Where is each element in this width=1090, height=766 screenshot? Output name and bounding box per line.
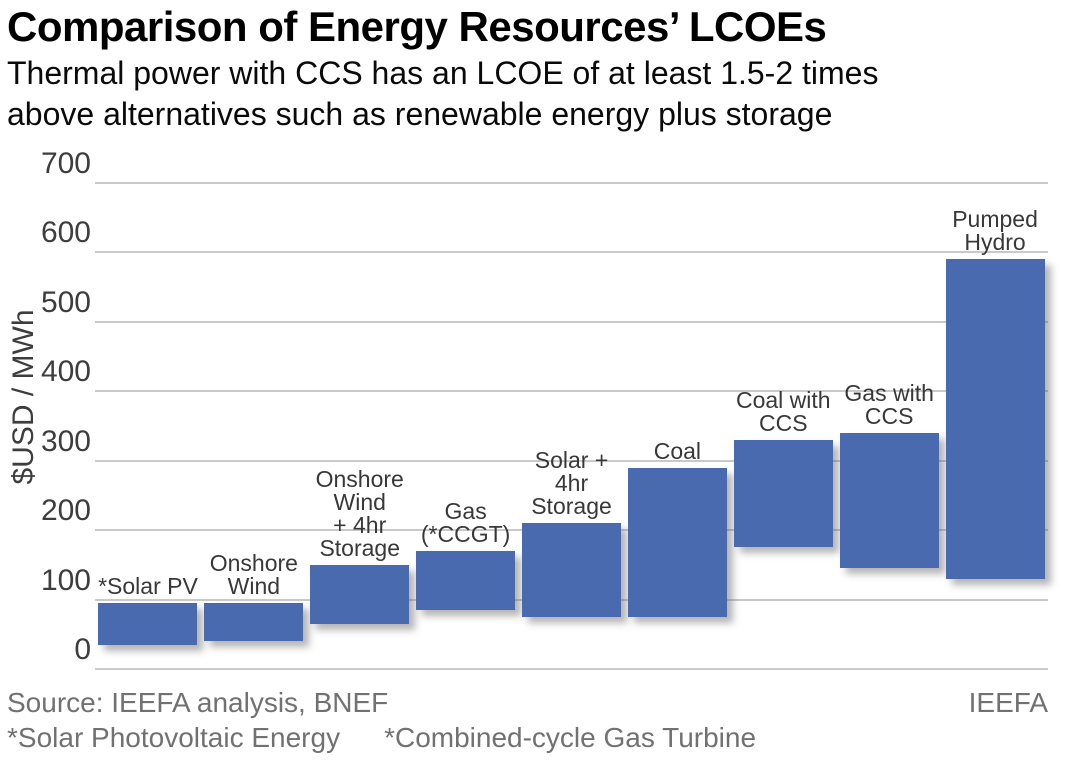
bar-label-line: Gas with [844, 379, 934, 406]
bar-label-line: Storage [319, 534, 400, 561]
bar-label-onshore-wind: Onshore Wind [174, 552, 334, 598]
footer-footnotes-row: *Solar Photovoltaic Energy *Combined-cyc… [7, 723, 1082, 753]
bar-label-line: + 4hr [333, 511, 387, 538]
bar-gas-ccgt [416, 550, 516, 610]
y-tick-label-0: 0 [74, 633, 91, 666]
gridline-700 [95, 182, 1048, 184]
y-tick-label-700: 700 [40, 147, 91, 180]
bar-label-line: (*CCGT) [420, 520, 511, 547]
bar-label-gas-ccgt: Gas (*CCGT) [386, 497, 546, 547]
bar-label-line: Onshore [315, 465, 404, 492]
bar-onshore-wind-4hr-storage [310, 564, 410, 624]
gridline-300 [95, 459, 1048, 462]
bar-onshore-wind [204, 603, 304, 642]
bar-pumped-hydro [945, 259, 1045, 579]
bar-label-gas-with-ccs: Gas with CCS [809, 379, 969, 429]
bar-label-line: *Solar PV [98, 573, 198, 600]
chart-title: Comparison of Energy Resources’ LCOEs [7, 3, 827, 50]
bar-coal-with-ccs [733, 439, 833, 548]
bar-label-line: Coal with [735, 386, 831, 413]
y-tick-label-100: 100 [40, 563, 91, 597]
bar-coal [627, 467, 727, 617]
bar-label-line: Wind [333, 488, 386, 515]
bar-label-line: CCS [864, 402, 914, 429]
gridline-400 [95, 390, 1048, 393]
bar-label-line: Hydro [964, 229, 1026, 256]
footer-source-row: Source: IEEFA analysis, BNEF IEEFA [7, 688, 1048, 718]
bar-label-line: Gas [444, 497, 487, 524]
bar-label-line: Onshore [209, 550, 298, 577]
bar-label-solar-pv: *Solar PV [68, 575, 228, 598]
bar-solar-4hr-storage [522, 523, 621, 617]
bar-label-coal-with-ccs: Coal with CCS [703, 386, 863, 436]
bar-label-onshore-wind-4hr-storage: Onshore Wind + 4hr Storage [280, 465, 440, 561]
gridline-0 [95, 668, 1048, 670]
bar-label-line: Wind [227, 573, 281, 600]
chart-subtitle-line-1: Thermal power with CCS has an LCOE of at… [7, 55, 879, 91]
chart-subtitle-line-2: above alternatives such as renewable ene… [7, 96, 833, 132]
bar-label-line: Storage [531, 493, 612, 520]
bar-label-solar-4hr-storage: Solar +4hr Storage [492, 449, 652, 518]
bar-label-line: Solar + [534, 447, 609, 474]
y-tick-label-300: 300 [40, 424, 91, 458]
bar-label-line: Pumped [952, 206, 1038, 233]
bar-gas-with-ccs [839, 432, 939, 569]
y-tick-label-200: 200 [40, 494, 91, 528]
chart-subtitle: Thermal power with CCS has an LCOE of at… [7, 53, 1087, 135]
bar-label-pumped-hydro: Pumped Hydro [915, 208, 1075, 254]
bar-label-line: CCS [758, 409, 808, 436]
footnote-solar-pv: *Solar Photovoltaic Energy [7, 722, 341, 753]
y-tick-label-600: 600 [40, 216, 91, 250]
gridline-500 [95, 320, 1048, 323]
y-axis-title: $USD / MWh [7, 309, 40, 485]
y-tick-label-400: 400 [40, 355, 91, 389]
attribution-ieefa: IEEFA [968, 687, 1048, 718]
bar-label-line: 4hr [554, 470, 589, 497]
bar-label-coal: Coal [597, 437, 757, 464]
bar-solar-pv [98, 603, 198, 645]
source-note: Source: IEEFA analysis, BNEF [7, 687, 389, 718]
y-tick-label-500: 500 [40, 285, 91, 319]
gridline-600 [95, 251, 1048, 254]
footnote-ccgt: *Combined-cycle Gas Turbine [384, 722, 757, 753]
bar-label-line: Coal [653, 437, 702, 464]
